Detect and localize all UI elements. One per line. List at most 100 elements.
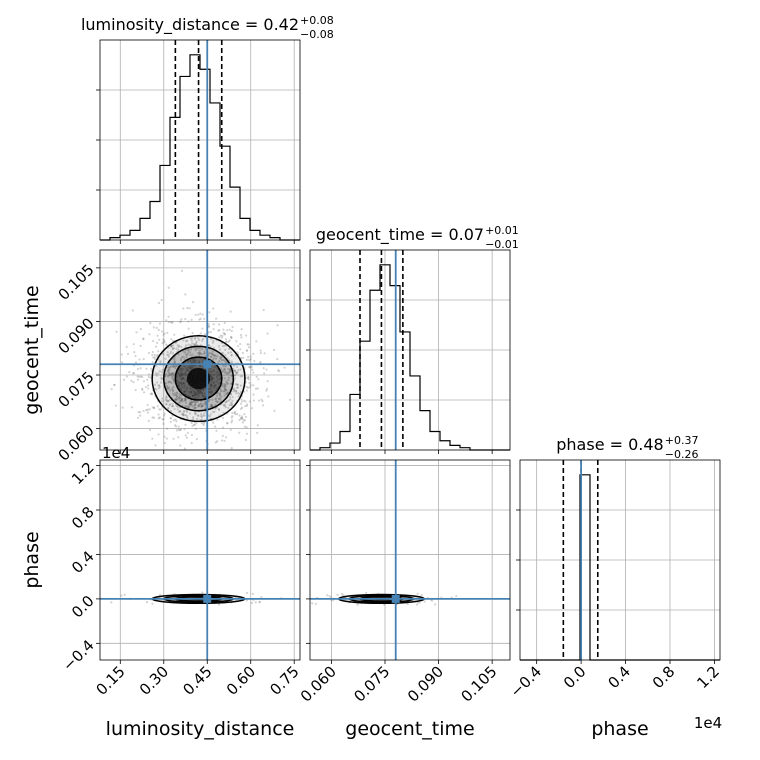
sample-point [195,422,198,425]
sample-point [179,410,182,413]
sample-point [189,403,192,406]
sample-point [244,405,247,408]
sample-point [180,382,183,385]
sample-point [243,419,247,422]
sample-point [195,340,198,343]
sample-point [161,342,164,345]
sample-point [240,336,243,339]
sample-point [114,404,118,407]
sample-point [184,317,187,321]
sample-point [249,355,252,358]
sample-point [177,384,180,387]
sample-point [167,386,171,389]
sample-point [219,393,222,396]
y-tick-label: 0.8 [68,503,98,533]
sample-point [212,353,215,357]
sample-point [262,366,265,370]
sample-point [173,373,176,377]
sample-point [208,311,211,314]
sample-point [201,327,204,330]
sample-point [221,416,225,420]
sample-point [223,377,227,380]
sample-point [201,337,205,341]
sample-point [202,394,205,398]
sample-point [174,398,177,401]
sample-point [184,349,187,352]
sample-point [161,397,164,400]
sample-point [181,397,184,401]
sample-point [208,387,211,391]
sample-point [192,416,195,419]
sample-point [178,394,181,397]
sample-point [188,366,191,369]
sample-point [159,361,162,364]
sample-point [207,325,210,328]
sample-point [155,326,158,329]
sample-point [233,389,236,392]
sample-point [136,375,139,378]
sample-point [221,426,225,429]
x-tick-label: 0.4 [604,662,634,692]
sample-point [176,405,179,408]
sample-point [238,418,241,422]
sample-point [229,310,232,313]
sample-point [232,367,235,370]
panel-frame [519,459,721,661]
sample-point [192,343,196,346]
sample-point [239,375,242,378]
sample-point [228,339,231,342]
sample-point [221,334,224,338]
sample-point [243,425,247,428]
sample-point [120,353,123,356]
sample-point [185,353,188,357]
sample-point [188,412,192,415]
sample-point [196,393,199,396]
sample-point [180,373,184,377]
sample-point [216,387,219,390]
sample-point [147,384,150,387]
sample-point [162,338,165,341]
sample-point [182,368,185,371]
sample-point [218,323,221,326]
sample-point [406,602,409,606]
sample-point [225,401,228,404]
sample-point [237,368,240,372]
sample-point [256,387,259,390]
sample-point [163,339,166,342]
sample-point [147,351,151,355]
sample-point [203,402,206,405]
sample-point [216,378,219,381]
sample-point [235,340,238,343]
sample-point [277,370,281,373]
sample-point [236,351,239,354]
sample-point [157,328,160,332]
sample-point [245,426,248,429]
sample-point [169,380,172,383]
sample-point [217,397,220,400]
sample-point [136,367,140,371]
sample-point [340,592,344,595]
sample-point [168,372,171,375]
sample-point [252,393,255,396]
sample-point [170,344,174,347]
sample-point [172,379,176,383]
sample-point [169,417,172,420]
sample-point [157,350,160,353]
sample-point [180,398,183,402]
sample-point [170,365,173,368]
sample-point [121,406,124,409]
sample-point [229,368,232,372]
sample-point [210,376,214,379]
sample-point [245,404,248,407]
sample-point [156,353,159,356]
y-tick-label: 0.060 [55,422,98,465]
sample-point [236,370,239,374]
sample-point [163,340,166,343]
sample-point [210,380,213,383]
sample-point [169,352,172,355]
title-minus: −0.26 [665,448,699,461]
sample-point [178,368,181,371]
sample-point [238,393,242,396]
sample-point [191,424,194,427]
